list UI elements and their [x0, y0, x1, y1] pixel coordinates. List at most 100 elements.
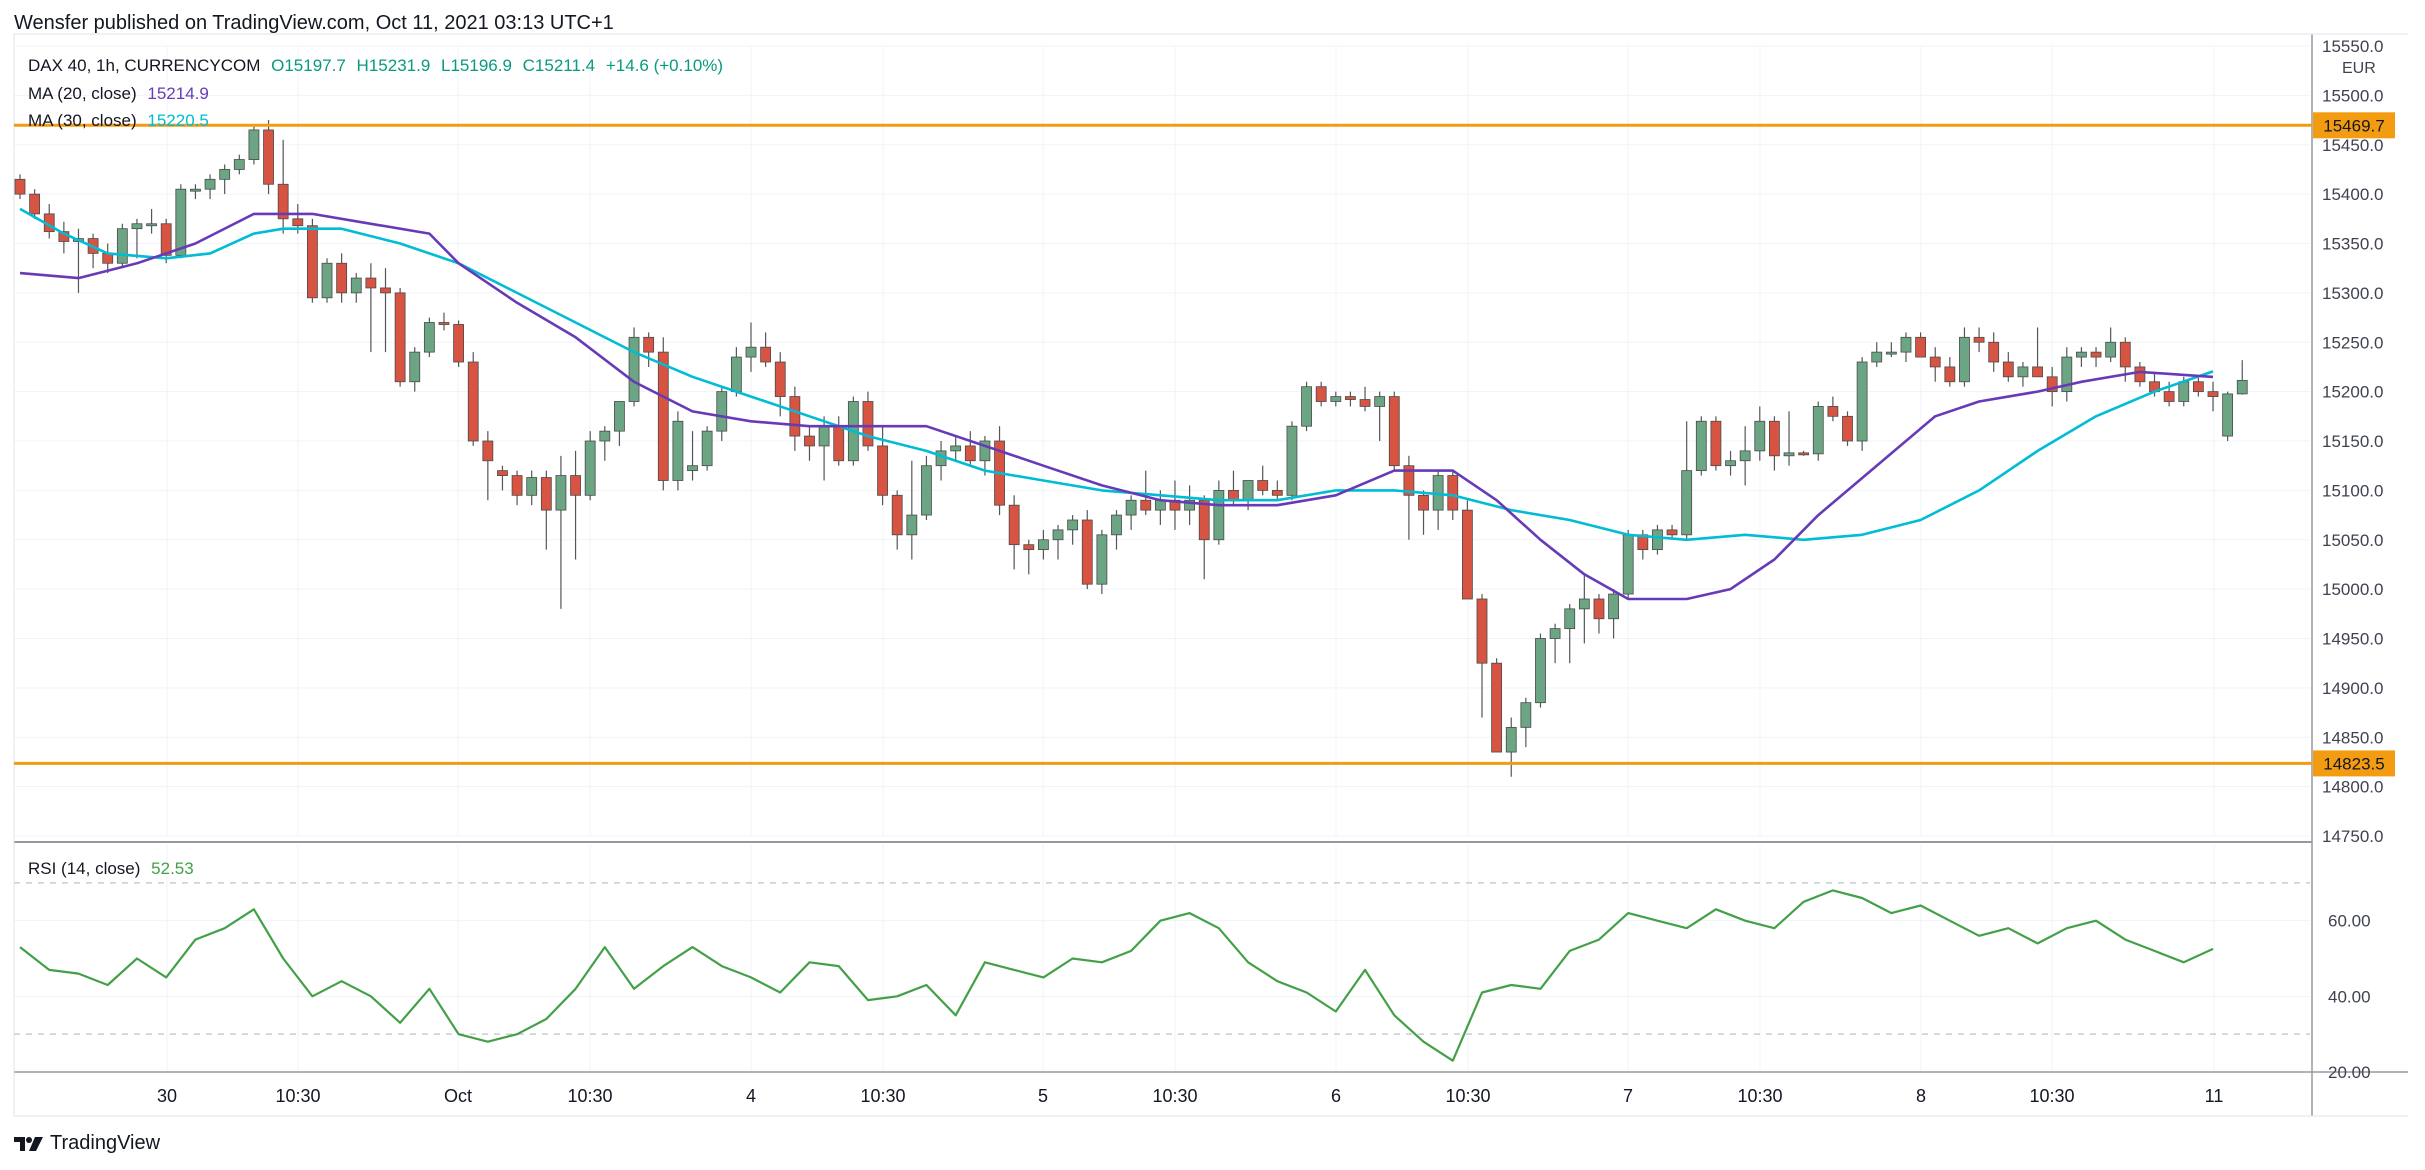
price-axis-label: 15100.0: [2322, 481, 2383, 500]
candle-body: [1140, 499, 1152, 511]
candle-body: [423, 322, 435, 353]
price-axis-label: 15400.0: [2322, 185, 2383, 204]
candle-body: [394, 292, 406, 383]
ohlc-low: L15196.9: [441, 56, 512, 75]
candle-body: [1257, 480, 1269, 491]
candle-body: [1885, 351, 1897, 355]
candle-body: [2134, 366, 2146, 383]
tradingview-logo-icon: [14, 1136, 43, 1151]
candle-body: [1111, 514, 1122, 536]
candle-body: [453, 324, 465, 363]
candle-body: [1812, 406, 1824, 455]
candle-body: [2076, 351, 2087, 358]
candle-body: [555, 475, 567, 511]
candle-body: [1198, 499, 1210, 541]
candle-body: [526, 477, 538, 496]
level-price-label: 14823.5: [2323, 754, 2384, 773]
candle-body: [1652, 529, 1663, 551]
candle-body: [1959, 336, 1970, 383]
candle-body: [1915, 336, 1926, 358]
candle-body: [29, 193, 41, 215]
candle-body: [1564, 608, 1576, 630]
rsi-axis-label: 20.00: [2328, 1063, 2371, 1082]
candle-body: [1681, 470, 1693, 536]
tradingview-brand[interactable]: TradingView: [14, 1132, 160, 1155]
candle-body: [1418, 494, 1429, 511]
candle-body: [1301, 386, 1312, 427]
price-axis-label: 14750.0: [2322, 827, 2383, 846]
price-axis-label: 15350.0: [2322, 235, 2383, 254]
candle-body: [1359, 399, 1371, 407]
time-axis-label: 10:30: [275, 1086, 320, 1106]
candle-body: [482, 440, 494, 462]
candle-body: [760, 346, 772, 363]
brand-name: TradingView: [50, 1132, 161, 1154]
candle-body: [1184, 499, 1195, 511]
rsi-value: 52.53: [151, 859, 194, 878]
publisher-caption: Wensfer published on TradingView.com, Oc…: [14, 12, 614, 34]
level-price-label: 15469.7: [2323, 116, 2384, 135]
candle-body: [321, 262, 333, 299]
candle-body: [1798, 452, 1810, 456]
candle-body: [891, 494, 903, 536]
candle-body: [277, 183, 289, 220]
level-price-tag: [2313, 750, 2395, 777]
candle-body: [906, 514, 918, 536]
candle-body: [2090, 351, 2102, 358]
candle-body: [1403, 465, 1415, 496]
candle-body: [190, 188, 201, 192]
candle-body: [833, 425, 845, 462]
ohlc-open: O15197.7: [271, 56, 346, 75]
candle-body: [1871, 351, 1883, 363]
time-axis-label: 10:30: [1445, 1086, 1490, 1106]
time-axis-label: 7: [1623, 1086, 1633, 1106]
candle-body: [804, 435, 815, 447]
candle-body: [306, 225, 318, 299]
candle-body: [862, 401, 874, 447]
rsi-label: RSI (14, close): [28, 859, 141, 878]
price-axis-label: 15250.0: [2322, 333, 2383, 352]
candle-body: [877, 445, 888, 496]
candle-body: [1081, 519, 1093, 585]
candle-body: [263, 129, 274, 185]
candle-body: [730, 356, 742, 393]
candle-body: [1052, 529, 1064, 541]
candle-body: [1695, 420, 1707, 472]
time-axis-label: 10:30: [1737, 1086, 1782, 1106]
price-axis-label: 15300.0: [2322, 284, 2383, 303]
candle-body: [818, 425, 830, 447]
candle-body: [1739, 450, 1751, 462]
candle-body: [657, 351, 669, 481]
candle-body: [687, 465, 698, 472]
candle-body: [1447, 475, 1459, 511]
rsi-legend: RSI (14, close) 52.53: [28, 859, 194, 879]
candle-body: [1520, 702, 1532, 728]
candle-body: [2178, 381, 2190, 402]
price-axis-label: 15000.0: [2322, 580, 2383, 599]
rsi-axis-label: 40.00: [2328, 987, 2371, 1006]
rsi-axis-label: 60.00: [2328, 912, 2371, 931]
ma20-value: 15214.9: [147, 84, 209, 103]
candle-body: [774, 361, 786, 397]
time-axis-label: 11: [2205, 1086, 2224, 1106]
candle-body: [2236, 379, 2248, 395]
time-axis-label: 4: [746, 1086, 756, 1106]
candle-body: [219, 169, 231, 180]
candle-body: [1125, 499, 1137, 516]
candle-body: [1535, 638, 1546, 704]
price-axis-label: 15200.0: [2322, 383, 2383, 402]
candle-body: [131, 223, 143, 230]
price-axis-label: 14900.0: [2322, 679, 2383, 698]
time-axis-label: 10:30: [2029, 1086, 2074, 1106]
candle-body: [14, 178, 26, 195]
price-axis-label: 14950.0: [2322, 630, 2383, 649]
candle-body: [1578, 598, 1590, 610]
candle-body: [701, 430, 713, 467]
candle-body: [1769, 420, 1780, 457]
ohlc-high: H15231.9: [356, 56, 431, 75]
ohlc-close: C15211.4: [522, 56, 596, 75]
candle-body: [497, 470, 508, 476]
candle-body: [672, 420, 684, 481]
